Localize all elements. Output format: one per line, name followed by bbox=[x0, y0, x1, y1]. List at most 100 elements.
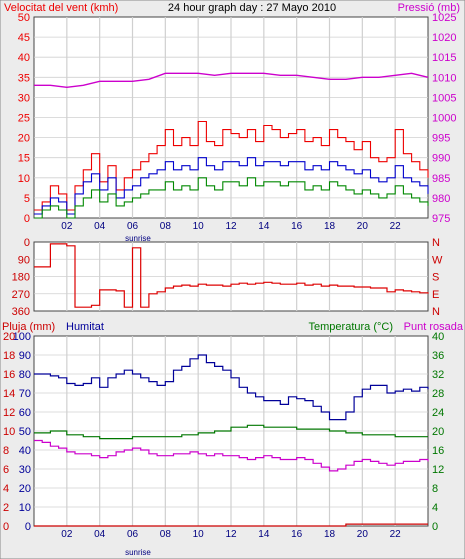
temperature-tick: 8 bbox=[432, 483, 438, 495]
hour-tick-bottom: 10 bbox=[193, 529, 205, 540]
temperature-tick: 24 bbox=[432, 407, 444, 419]
temperature-tick: 40 bbox=[432, 331, 444, 343]
hour-tick-bottom: 12 bbox=[225, 529, 237, 540]
humidity-tick: 80 bbox=[19, 369, 31, 381]
pressure-tick: 1015 bbox=[432, 52, 456, 64]
pressure-tick: 1020 bbox=[432, 32, 456, 44]
hour-tick: 16 bbox=[291, 221, 303, 232]
temperature-tick: 20 bbox=[432, 426, 444, 438]
wind-speed-tick: 25 bbox=[18, 113, 30, 125]
humidity-tick: 60 bbox=[19, 407, 31, 419]
degree-tick: 0 bbox=[24, 237, 30, 249]
dewpoint-axis-label: Punt rosada bbox=[404, 321, 464, 333]
hour-tick-bottom: 02 bbox=[61, 529, 73, 540]
hour-tick-bottom: 18 bbox=[324, 529, 336, 540]
pressure-tick: 995 bbox=[432, 133, 450, 145]
hour-tick-bottom: 06 bbox=[127, 529, 139, 540]
rain-tick: 8 bbox=[3, 445, 9, 457]
hour-tick: 22 bbox=[390, 221, 402, 232]
humidity-tick: 0 bbox=[25, 521, 31, 533]
hour-tick-bottom: 22 bbox=[390, 529, 402, 540]
temperature-tick: 16 bbox=[432, 445, 444, 457]
wind-speed-tick: 15 bbox=[18, 153, 30, 165]
rain-tick: 18 bbox=[3, 350, 15, 362]
compass-tick: S bbox=[432, 272, 439, 284]
wind-speed-tick: 30 bbox=[18, 92, 30, 104]
wind-speed-tick: 40 bbox=[18, 52, 30, 64]
humidity-tick: 20 bbox=[19, 483, 31, 495]
hour-tick: 12 bbox=[225, 221, 237, 232]
hour-tick-bottom: 14 bbox=[258, 529, 270, 540]
pressure-tick: 985 bbox=[432, 173, 450, 185]
pressure-tick: 1005 bbox=[432, 92, 456, 104]
chart-title: 24 hour graph day : 27 Mayo 2010 bbox=[168, 2, 336, 14]
hour-tick: 04 bbox=[94, 221, 106, 232]
compass-tick: W bbox=[432, 254, 443, 266]
compass-tick: N bbox=[432, 237, 440, 249]
temperature-series-line bbox=[34, 424, 428, 440]
rain-tick: 2 bbox=[3, 502, 9, 514]
wind-direction-series bbox=[34, 243, 429, 308]
rain-tick: 14 bbox=[3, 388, 15, 400]
hour-tick-labels-bottom: 02 04 06 08 10 12 14 16 18 20 22 bbox=[61, 529, 401, 540]
humidity-tick: 90 bbox=[19, 350, 31, 362]
humidity-axis-label: Humitat bbox=[66, 321, 104, 333]
humidity-tick: 50 bbox=[19, 426, 31, 438]
temperature-tick: 36 bbox=[432, 350, 444, 362]
hour-tick: 10 bbox=[193, 221, 205, 232]
dewpoint-series-line bbox=[34, 439, 429, 472]
gust_low-series-line bbox=[34, 177, 429, 219]
sunrise-marker-label-bottom: sunrise bbox=[125, 548, 151, 557]
hour-tick: 08 bbox=[160, 221, 172, 232]
rain-humidity-temp-panel: 001022043064085010601270148016901810020 … bbox=[2, 321, 464, 557]
hour-tick-bottom: 20 bbox=[357, 529, 369, 540]
sunrise-marker-label: sunrise bbox=[125, 234, 151, 243]
degree-tick: 360 bbox=[12, 306, 30, 318]
pressure-tick: 1000 bbox=[432, 113, 456, 125]
wind-direction-series-line bbox=[34, 243, 429, 308]
wind-speed-tick: 5 bbox=[24, 193, 30, 205]
pressure-tick: 980 bbox=[432, 193, 450, 205]
hour-tick-bottom: 16 bbox=[291, 529, 303, 540]
pressure-tick: 1010 bbox=[432, 72, 456, 84]
hour-tick: 14 bbox=[258, 221, 270, 232]
degree-tick: 270 bbox=[12, 289, 30, 301]
compass-tick: E bbox=[432, 289, 439, 301]
temperature-tick: 12 bbox=[432, 464, 444, 476]
compass-tick: N bbox=[432, 306, 440, 318]
wind-speed-tick: 20 bbox=[18, 133, 30, 145]
hour-tick: 02 bbox=[61, 221, 73, 232]
wind-speed-tick-labels: 0 5 10 15 20 25 30 35 40 45 50 bbox=[18, 12, 30, 225]
pressure-tick: 1025 bbox=[432, 12, 456, 24]
hour-tick: 06 bbox=[127, 221, 139, 232]
degree-tick: 180 bbox=[12, 272, 30, 284]
rain-tick: 12 bbox=[3, 407, 15, 419]
pressure-axis-label: Pressió (mb) bbox=[398, 2, 460, 14]
wind-speed-axis-label: Velocitat del vent (kmh) bbox=[4, 2, 118, 14]
temperature-tick-labels: 0 4 8 12 16 20 24 28 32 36 40 bbox=[432, 331, 444, 533]
wind-speed-tick: 0 bbox=[24, 213, 30, 225]
wind-speed-tick: 45 bbox=[18, 32, 30, 44]
humidity-tick: 100 bbox=[13, 331, 31, 343]
rain-tick: 16 bbox=[3, 369, 15, 381]
humidity-tick: 10 bbox=[19, 502, 31, 514]
humidity-tick: 30 bbox=[19, 464, 31, 476]
temperature-tick: 28 bbox=[432, 388, 444, 400]
rain-axis-label: Pluja (mm) bbox=[2, 321, 55, 333]
hour-tick-bottom: 08 bbox=[160, 529, 172, 540]
temperature-tick: 4 bbox=[432, 502, 438, 514]
temperature-tick: 32 bbox=[432, 369, 444, 381]
rain-series-line bbox=[34, 523, 428, 527]
rain-tick: 6 bbox=[3, 464, 9, 476]
hour-tick-labels: 02 04 06 08 10 12 14 16 18 20 22 bbox=[61, 221, 401, 232]
humidity-tick: 40 bbox=[19, 445, 31, 457]
humidity-tick: 70 bbox=[19, 388, 31, 400]
rain-tick: 0 bbox=[3, 521, 9, 533]
pressure-tick-labels: 975 980 985 990 995 1000 1005 1010 1015 1020 1025 bbox=[432, 12, 456, 225]
degree-tick-labels: 360 270 180 90 0 bbox=[12, 237, 30, 318]
